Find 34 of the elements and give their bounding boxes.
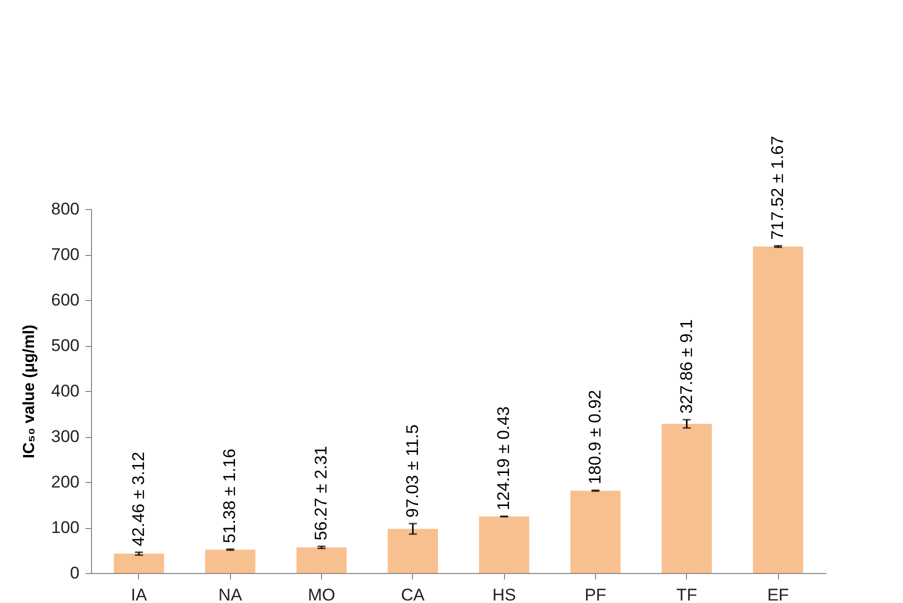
y-tick-label: 300	[51, 427, 80, 446]
bar	[570, 490, 621, 573]
y-tick-label: 700	[51, 245, 80, 264]
y-tick-label: 400	[51, 382, 80, 400]
x-tick-label: IA	[130, 586, 148, 603]
data-label: 97.03 ± 11.5	[402, 424, 422, 518]
y-tick-label: 800	[51, 200, 80, 218]
bar	[388, 528, 438, 573]
data-label: 56.27 ± 2.31	[312, 446, 331, 540]
bar	[205, 550, 256, 573]
x-tick-label: EF	[767, 586, 789, 603]
bar	[296, 547, 347, 573]
x-tick-label: NA	[218, 586, 243, 603]
data-label: 327.86 ± 9.1	[676, 319, 696, 414]
bar	[662, 424, 712, 573]
y-tick-label: 100	[51, 518, 80, 537]
y-axis-title: IC₅₀ value (μg/ml)	[21, 324, 38, 458]
y-tick-label: 500	[51, 336, 80, 355]
x-tick-label: CA	[401, 586, 426, 603]
x-tick-label: TF	[676, 586, 698, 603]
bar	[114, 554, 164, 573]
y-tick-label: 600	[51, 290, 80, 310]
x-tick-label: HS	[492, 586, 516, 603]
data-label: 124.19 ± 0.43	[494, 406, 514, 510]
data-label: 180.9 ± 0.92	[585, 390, 604, 484]
bar	[752, 246, 804, 573]
data-label: 51.38 ± 1.16	[220, 448, 240, 544]
x-tick-label: MO	[308, 586, 336, 603]
bar	[479, 516, 530, 573]
x-tick-label: PF	[584, 586, 606, 603]
y-tick-label: 200	[51, 472, 80, 492]
data-label: 717.52 ± 1.67	[768, 136, 788, 240]
data-label: 42.46 ± 3.12	[128, 452, 148, 546]
y-tick-label: 0	[70, 564, 80, 582]
